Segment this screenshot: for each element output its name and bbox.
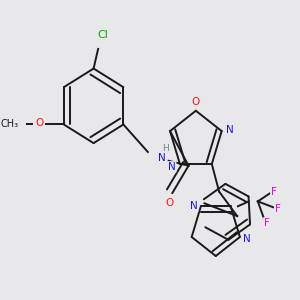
Text: O: O [165,198,174,208]
Text: O: O [192,97,200,107]
Text: Cl: Cl [97,30,108,40]
Text: CH₃: CH₃ [0,119,19,130]
Text: O: O [35,118,44,128]
Text: F: F [271,187,277,196]
Text: N: N [243,234,251,244]
Text: F: F [275,204,281,214]
Text: F: F [264,218,270,228]
Text: N: N [158,153,165,163]
Text: N: N [226,125,234,135]
Text: N: N [190,201,197,211]
Text: N: N [168,162,176,172]
Text: H: H [163,143,169,152]
